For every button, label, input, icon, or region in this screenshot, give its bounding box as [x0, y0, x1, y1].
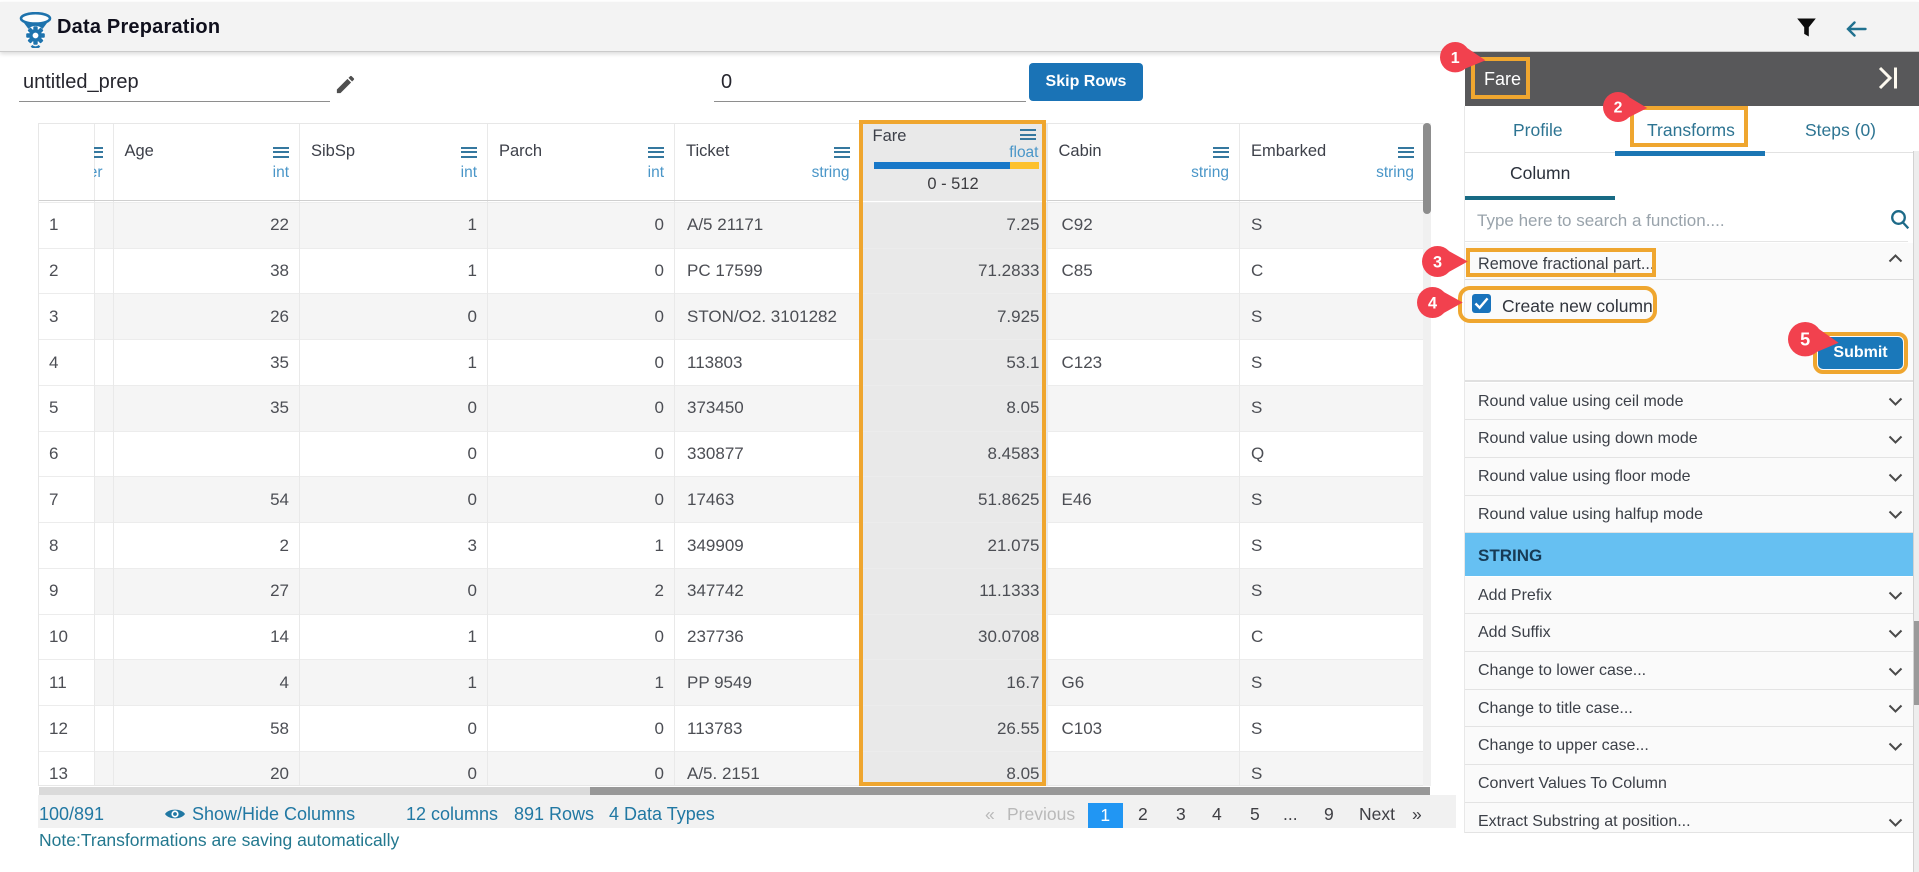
- svg-text:5: 5: [1800, 330, 1810, 350]
- svg-text:2: 2: [1613, 100, 1622, 117]
- svg-text:3: 3: [1433, 253, 1442, 271]
- svg-text:1: 1: [1451, 50, 1460, 67]
- svg-text:4: 4: [1428, 294, 1437, 312]
